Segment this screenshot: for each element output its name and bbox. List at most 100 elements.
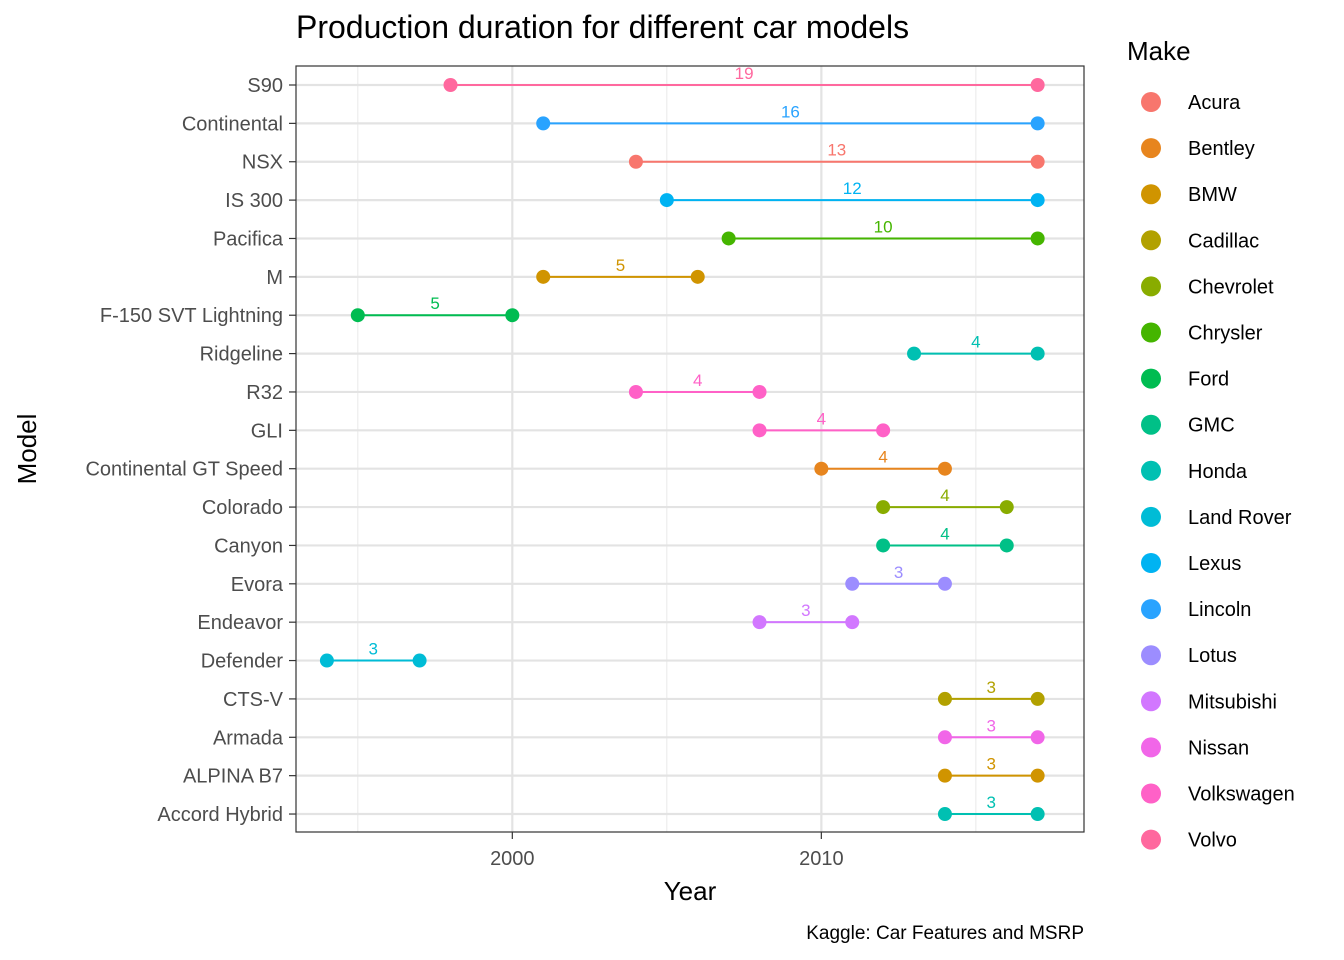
legend-item: Chrysler xyxy=(1141,322,1263,345)
start-point xyxy=(628,384,643,399)
plot-background xyxy=(296,66,1084,832)
y-tick-label: Colorado xyxy=(202,497,283,519)
legend-label: Nissan xyxy=(1188,737,1249,759)
legend-item: Lexus xyxy=(1141,553,1241,575)
start-point xyxy=(937,691,952,706)
legend-key xyxy=(1141,184,1161,205)
legend-label: Bentley xyxy=(1188,138,1255,160)
legend-item: Volkswagen xyxy=(1141,783,1295,806)
legend-key xyxy=(1141,553,1161,573)
legend-label: Ford xyxy=(1188,369,1229,391)
dumbbell-canyon: 4 xyxy=(876,524,1014,553)
start-point xyxy=(536,269,551,284)
end-point xyxy=(1030,154,1045,169)
duration-label: 4 xyxy=(971,333,980,352)
legend-key xyxy=(1141,138,1161,159)
legend-item: Ford xyxy=(1141,368,1229,391)
duration-label: 4 xyxy=(940,486,949,505)
start-point xyxy=(845,576,860,591)
start-point xyxy=(628,154,643,169)
legend-label: BMW xyxy=(1188,184,1237,206)
plot-panel: 19 16 13 12 10 5 5 4 4 4 4 4 4 3 3 3 3 3 3 3 xyxy=(295,64,1085,833)
duration-label: 3 xyxy=(894,563,903,582)
dumbbell-ridgeline: 4 xyxy=(907,333,1045,361)
dumbbell-nsx: 13 xyxy=(628,141,1045,169)
end-point xyxy=(1030,231,1045,246)
duration-label: 10 xyxy=(874,217,893,236)
chart-marks: 19 16 13 12 10 5 5 4 4 4 4 4 4 3 3 3 3 3 3 3 xyxy=(319,64,1045,822)
legend-item: Bentley xyxy=(1141,138,1255,160)
y-tick-label: Continental GT Speed xyxy=(85,459,283,481)
legend-key xyxy=(1141,783,1161,804)
chart-caption: Kaggle: Car Features and MSRP xyxy=(806,923,1084,944)
y-tick-label: Evora xyxy=(231,574,284,596)
dumbbell-evora: 3 xyxy=(845,563,952,591)
y-tick-label: R32 xyxy=(246,382,283,404)
end-point xyxy=(1030,193,1045,208)
duration-label: 5 xyxy=(430,294,439,313)
legend-item: Nissan xyxy=(1141,737,1249,759)
end-point xyxy=(845,615,860,630)
dumbbell-m: 5 xyxy=(536,256,705,284)
legend-label: Chrysler xyxy=(1188,323,1263,345)
legend-label: Volkswagen xyxy=(1188,784,1295,806)
duration-label: 13 xyxy=(827,141,846,160)
legend-key xyxy=(1141,645,1161,666)
dumbbell-alpina-b7: 3 xyxy=(937,755,1045,783)
legend-label: Lexus xyxy=(1188,553,1241,575)
legend-key xyxy=(1141,829,1161,850)
dumbbell-r32: 4 xyxy=(628,371,767,399)
duration-label: 12 xyxy=(843,179,862,198)
end-point xyxy=(1030,730,1045,745)
legend-key xyxy=(1141,368,1161,389)
start-point xyxy=(443,78,458,92)
duration-label: 3 xyxy=(801,601,810,620)
duration-label: 3 xyxy=(987,716,996,735)
legend-key xyxy=(1141,460,1161,481)
end-point xyxy=(1030,807,1045,822)
end-point xyxy=(1030,116,1045,131)
x-axis-title: Year xyxy=(664,876,717,906)
start-point xyxy=(659,193,674,208)
end-point xyxy=(1030,691,1045,706)
duration-label: 4 xyxy=(693,371,702,390)
dumbbell-gli: 4 xyxy=(752,409,891,438)
end-point xyxy=(1030,768,1045,783)
x-axis: 2000 2010 xyxy=(490,832,844,870)
end-point xyxy=(505,308,520,323)
y-tick-label: F-150 SVT Lightning xyxy=(100,305,283,327)
legend-item: Honda xyxy=(1141,460,1248,483)
legend-item: Acura xyxy=(1141,92,1241,114)
x-tick-label: 2000 xyxy=(490,848,535,870)
end-point xyxy=(999,538,1014,553)
legend-item: Lincoln xyxy=(1141,599,1251,621)
legend-item: Lotus xyxy=(1141,645,1237,667)
dumbbell-f-150-svt-lightning: 5 xyxy=(350,294,520,323)
start-point xyxy=(721,231,736,246)
y-tick-label: Accord Hybrid xyxy=(157,804,283,826)
legend-label: Chevrolet xyxy=(1188,276,1274,298)
y-tick-label: IS 300 xyxy=(225,190,283,212)
legend-key xyxy=(1141,737,1161,758)
duration-label: 16 xyxy=(781,102,800,121)
legend-item: Mitsubishi xyxy=(1141,691,1277,713)
y-tick-label: ALPINA B7 xyxy=(183,766,283,788)
y-axis-title: Model xyxy=(12,414,42,485)
start-point xyxy=(319,653,334,668)
dumbbell-s90: 19 xyxy=(443,64,1045,92)
start-point xyxy=(350,308,365,323)
end-point xyxy=(937,461,952,476)
start-point xyxy=(937,768,952,783)
chart-title: Production duration for different car mo… xyxy=(296,9,909,45)
x-tick-label: 2010 xyxy=(799,848,844,870)
legend-key xyxy=(1141,691,1161,712)
y-tick-label: Canyon xyxy=(214,535,283,557)
end-point xyxy=(1030,78,1045,92)
legend-item: Land Rover xyxy=(1141,506,1292,529)
duration-label: 4 xyxy=(817,409,826,428)
y-tick-label: GLI xyxy=(251,420,283,442)
end-point xyxy=(752,384,767,399)
duration-label: 3 xyxy=(369,640,378,659)
legend-key xyxy=(1141,230,1161,251)
